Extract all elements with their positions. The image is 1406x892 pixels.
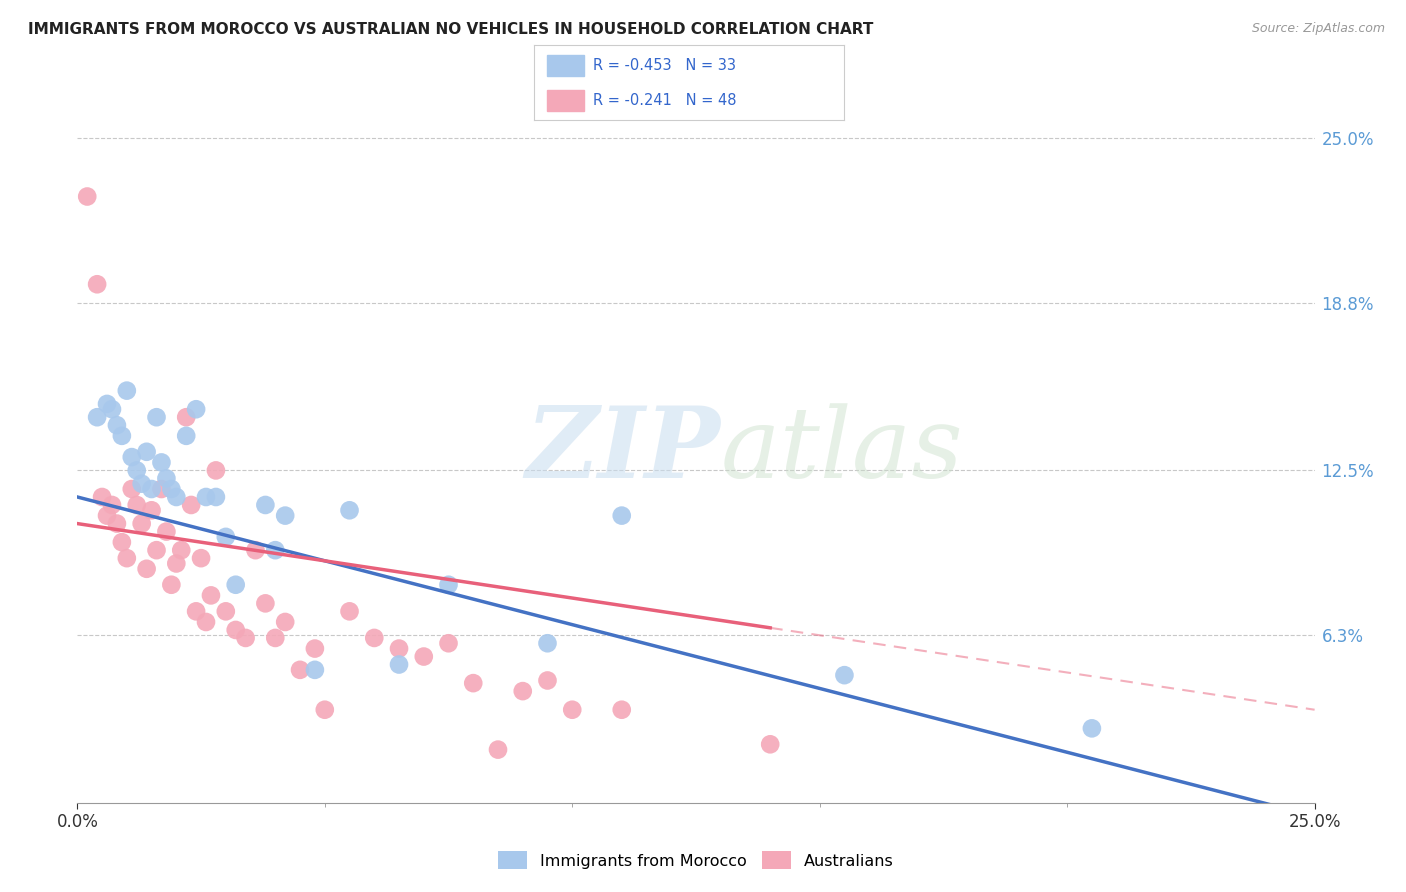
Point — [96, 508, 118, 523]
Point — [101, 498, 124, 512]
Point — [105, 418, 128, 433]
Point — [200, 588, 222, 602]
Point — [160, 578, 183, 592]
Point — [245, 543, 267, 558]
Point — [215, 604, 238, 618]
Point — [225, 623, 247, 637]
Point — [274, 615, 297, 629]
Point — [115, 384, 138, 398]
Point — [91, 490, 114, 504]
Point — [512, 684, 534, 698]
Point — [561, 703, 583, 717]
Point — [536, 636, 558, 650]
Point — [121, 482, 143, 496]
Point — [184, 402, 207, 417]
Point — [388, 657, 411, 672]
Point — [115, 551, 138, 566]
Point — [170, 543, 193, 558]
Point — [610, 508, 633, 523]
Legend: Immigrants from Morocco, Australians: Immigrants from Morocco, Australians — [492, 845, 900, 876]
Point — [76, 189, 98, 203]
Point — [304, 663, 326, 677]
Point — [101, 402, 124, 417]
Point — [264, 631, 287, 645]
Bar — [547, 55, 583, 77]
Point — [155, 471, 177, 485]
Point — [834, 668, 856, 682]
Point — [135, 562, 157, 576]
Text: R = -0.241   N = 48: R = -0.241 N = 48 — [593, 93, 737, 108]
Point — [195, 490, 218, 504]
Point — [96, 397, 118, 411]
Point — [536, 673, 558, 688]
Point — [437, 636, 460, 650]
Point — [131, 516, 153, 531]
Point — [339, 604, 361, 618]
Point — [205, 490, 228, 504]
Point — [141, 482, 163, 496]
Point — [184, 604, 207, 618]
Point — [205, 463, 228, 477]
Point — [437, 578, 460, 592]
Point — [180, 498, 202, 512]
Point — [131, 476, 153, 491]
Point — [105, 516, 128, 531]
Point — [363, 631, 385, 645]
Point — [160, 482, 183, 496]
Point — [165, 557, 187, 571]
Point — [190, 551, 212, 566]
Point — [1081, 722, 1104, 736]
Point — [195, 615, 218, 629]
Bar — [547, 90, 583, 112]
Point — [339, 503, 361, 517]
Point — [274, 508, 297, 523]
Point — [155, 524, 177, 539]
Point — [254, 596, 277, 610]
Point — [150, 482, 173, 496]
Point — [264, 543, 287, 558]
Text: IMMIGRANTS FROM MOROCCO VS AUSTRALIAN NO VEHICLES IN HOUSEHOLD CORRELATION CHART: IMMIGRANTS FROM MOROCCO VS AUSTRALIAN NO… — [28, 22, 873, 37]
Text: R = -0.453   N = 33: R = -0.453 N = 33 — [593, 58, 737, 73]
Point — [135, 444, 157, 458]
Point — [125, 498, 148, 512]
Point — [288, 663, 311, 677]
Point — [486, 742, 509, 756]
Point — [121, 450, 143, 464]
Text: ZIP: ZIP — [526, 402, 721, 499]
Point — [254, 498, 277, 512]
Point — [463, 676, 485, 690]
Text: Source: ZipAtlas.com: Source: ZipAtlas.com — [1251, 22, 1385, 36]
Point — [86, 410, 108, 425]
Point — [141, 503, 163, 517]
Point — [304, 641, 326, 656]
Point — [86, 277, 108, 292]
Point — [174, 429, 197, 443]
Point — [225, 578, 247, 592]
Point — [111, 429, 134, 443]
Point — [215, 530, 238, 544]
Point — [125, 463, 148, 477]
Point — [759, 737, 782, 751]
Point — [150, 455, 173, 469]
Point — [314, 703, 336, 717]
Point — [388, 641, 411, 656]
Point — [412, 649, 434, 664]
Point — [145, 410, 167, 425]
Point — [111, 535, 134, 549]
Point — [235, 631, 257, 645]
Text: atlas: atlas — [721, 403, 963, 498]
Point — [165, 490, 187, 504]
Point — [145, 543, 167, 558]
Point — [174, 410, 197, 425]
Point — [610, 703, 633, 717]
